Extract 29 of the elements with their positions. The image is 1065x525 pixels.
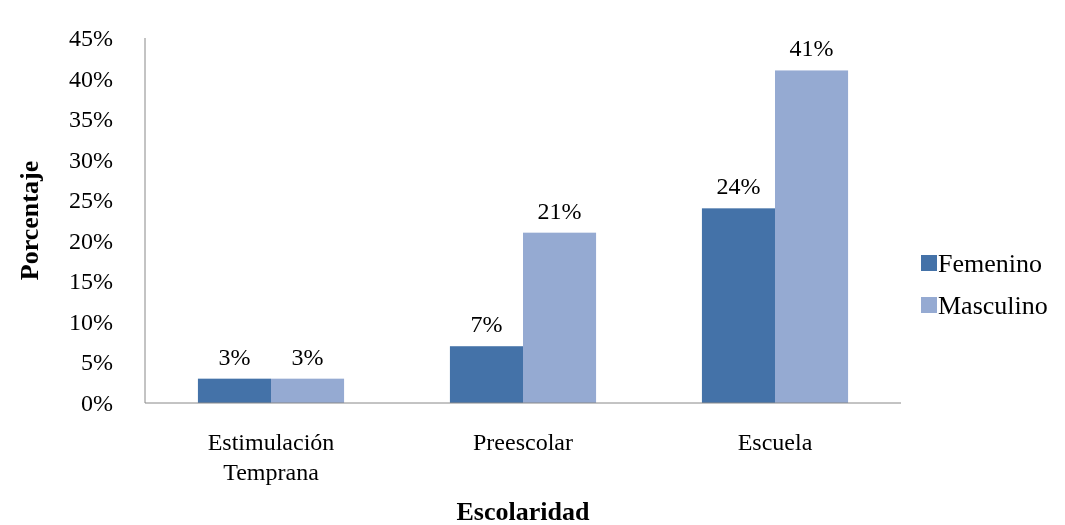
y-tick-label: 5%	[81, 349, 113, 376]
x-axis-title: Escolaridad	[456, 497, 590, 525]
x-tick-label: Estimulación Temprana	[207, 429, 335, 485]
y-axis-title: Porcentaje	[15, 160, 44, 281]
data-label: 41%	[789, 35, 834, 62]
y-tick-label: 0%	[81, 390, 113, 416]
x-tick-label: Escuela	[737, 429, 813, 455]
y-tick-label: 45%	[69, 25, 113, 51]
y-tick-label: 10%	[69, 308, 113, 335]
y-tick-label: 30%	[69, 146, 113, 173]
y-tick-label: 25%	[69, 187, 113, 214]
bar	[449, 346, 523, 403]
data-label: 3%	[218, 343, 251, 370]
bar	[523, 232, 597, 403]
data-label: 7%	[470, 311, 503, 338]
data-label: 24%	[716, 173, 761, 200]
y-tick-label: 35%	[69, 106, 113, 133]
bar	[701, 208, 775, 403]
y-tick-label: 20%	[69, 227, 113, 254]
y-tick-label: 15%	[69, 268, 113, 295]
x-tick-label: Preescolar	[473, 429, 573, 455]
bar	[271, 378, 345, 403]
bar	[775, 70, 849, 403]
data-label: 3%	[291, 343, 324, 370]
bar	[197, 378, 271, 403]
data-label: 21%	[537, 197, 582, 224]
legend-label: Femenino	[938, 248, 1042, 278]
legend-label: Masculino	[938, 290, 1048, 320]
y-tick-label: 40%	[69, 65, 113, 92]
